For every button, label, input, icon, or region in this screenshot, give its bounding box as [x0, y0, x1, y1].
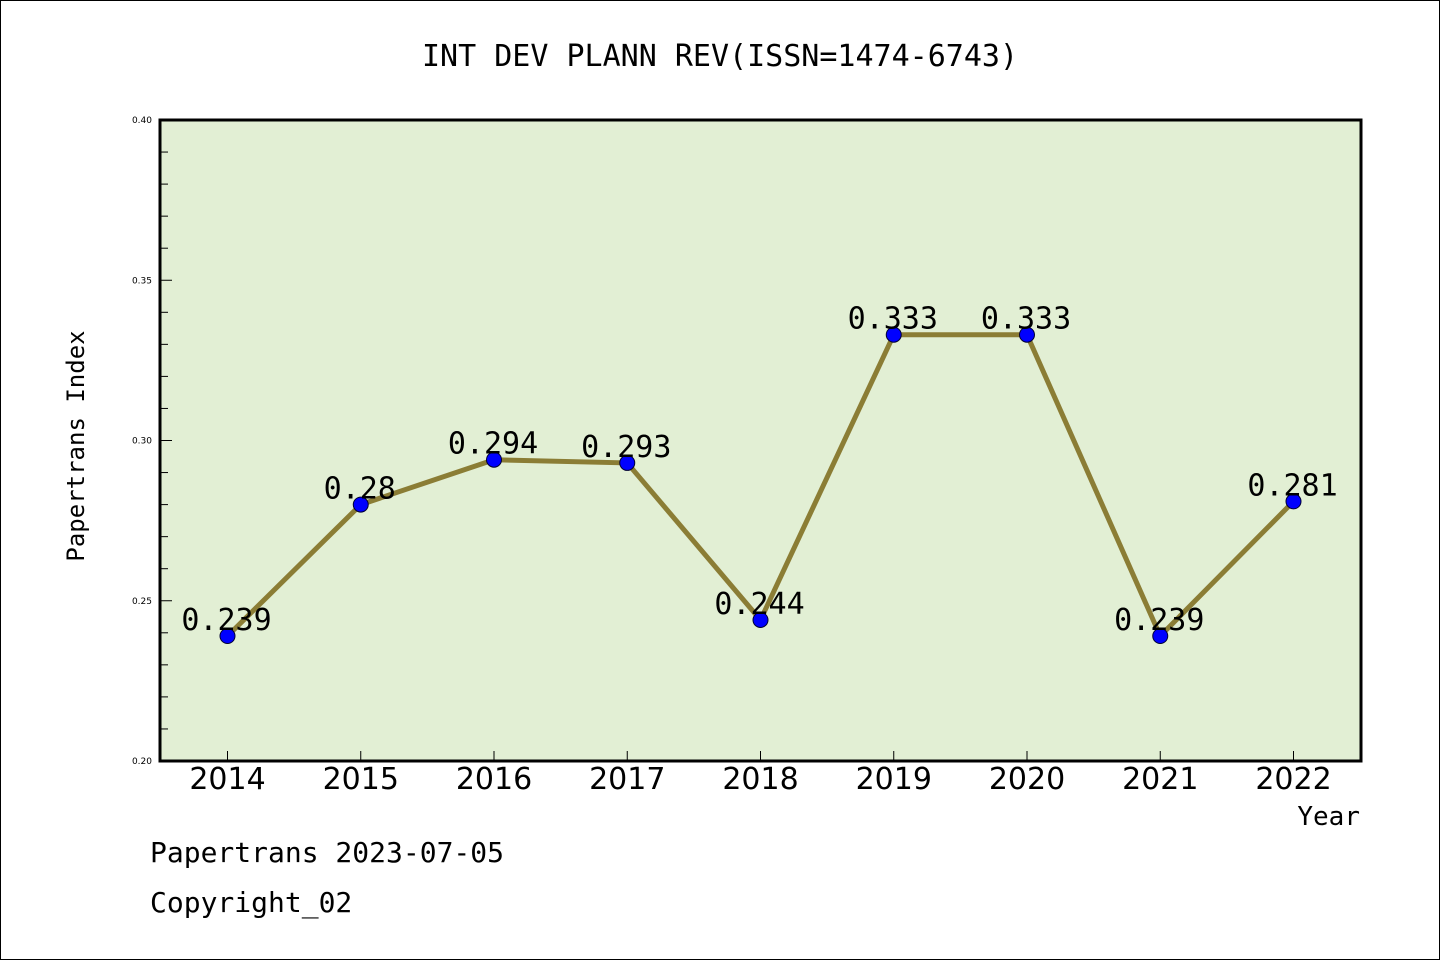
- x-tick-label: 2021: [1122, 762, 1198, 797]
- data-label: 0.239: [181, 603, 271, 638]
- plot-area: [158, 118, 1363, 763]
- y-tick-label: 0.20: [132, 757, 152, 767]
- chart-title: INT DEV PLANN REV(ISSN=1474-6743): [422, 39, 1018, 74]
- data-label: 0.28: [324, 472, 396, 507]
- y-tick-label: 0.40: [132, 116, 152, 126]
- footer-copyright: Copyright_02: [150, 886, 353, 919]
- data-point: [219, 628, 236, 645]
- x-tick-label: 2014: [189, 762, 265, 797]
- data-label: 0.239: [1114, 603, 1204, 638]
- data-label: 0.244: [714, 587, 804, 622]
- y-axis-label: Papertrans Index: [62, 330, 90, 561]
- y-tick-label: 0.25: [132, 597, 152, 607]
- y-axis-ticks: 0.20 0.25 0.30 0.35 0.40: [132, 116, 172, 767]
- x-tick-label: 2018: [722, 762, 798, 797]
- y-tick-label: 0.35: [132, 276, 152, 286]
- x-tick-label: 2015: [323, 762, 399, 797]
- data-point: [1152, 628, 1169, 645]
- data-labels: 0.239 0.28 0.294 0.293 0.244 0.333 0.333 0.239 0…: [181, 302, 1337, 638]
- x-tick-label: 2016: [456, 762, 532, 797]
- data-point: [1019, 326, 1035, 343]
- data-point: [619, 454, 636, 471]
- data-label: 0.333: [981, 302, 1071, 337]
- x-axis-ticks: 2014 2015 2016 2017 2018 2019 2020 2021 2022: [189, 751, 1332, 797]
- x-tick-label: 2022: [1255, 762, 1331, 797]
- x-axis-label: Year: [1297, 802, 1360, 832]
- data-label: 0.293: [581, 430, 671, 465]
- data-label: 0.333: [848, 302, 938, 337]
- data-label: 0.281: [1247, 468, 1337, 503]
- x-tick-label: 2020: [989, 762, 1065, 797]
- footer-date: Papertrans 2023-07-05: [150, 836, 505, 869]
- data-label: 0.294: [448, 427, 538, 462]
- data-point: [752, 611, 769, 628]
- data-point: [352, 496, 369, 513]
- data-point: [486, 451, 502, 468]
- x-tick-label: 2019: [856, 762, 932, 797]
- data-point: [1285, 493, 1302, 510]
- y-tick-label: 0.30: [132, 437, 152, 447]
- x-tick-label: 2017: [589, 762, 665, 797]
- data-point: [885, 326, 902, 343]
- data-points: [219, 326, 1302, 645]
